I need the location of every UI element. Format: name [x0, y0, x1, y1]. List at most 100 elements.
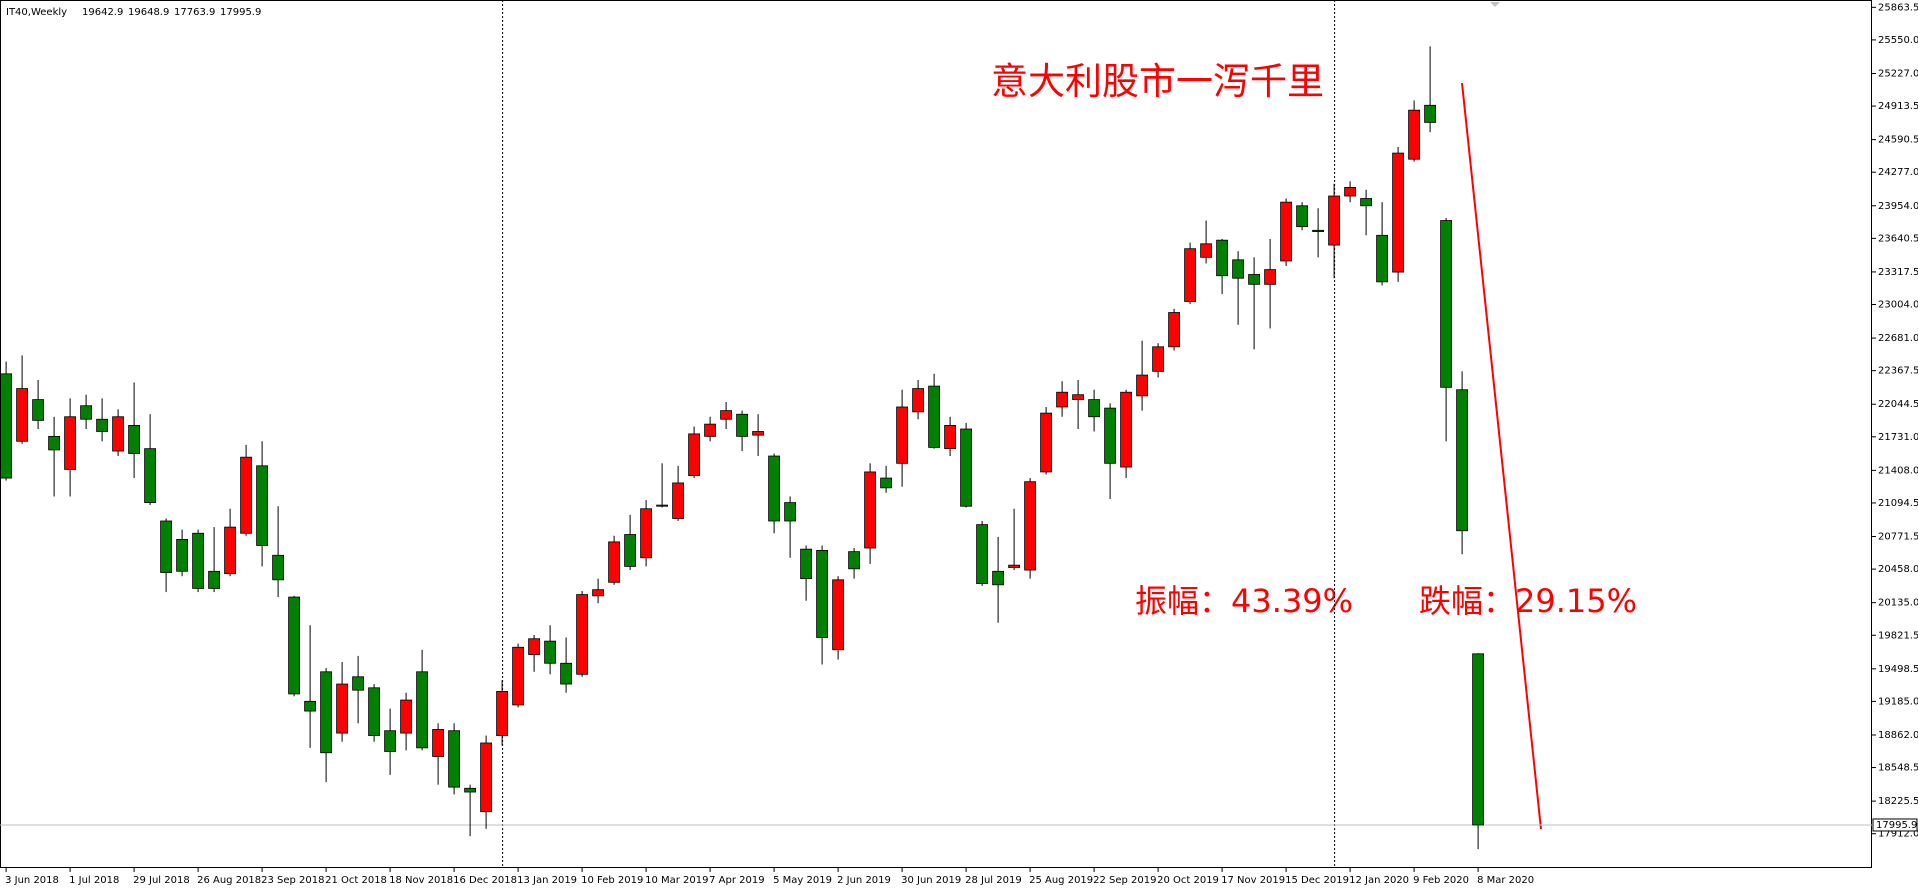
x-tick-label: 1 Jul 2018 — [69, 875, 119, 886]
header-high: 19648.9 — [128, 7, 169, 18]
candle-body — [1280, 201, 1292, 262]
candle-body — [400, 699, 413, 734]
candle-body — [320, 671, 333, 754]
candle-body — [688, 433, 700, 476]
candle-body — [432, 729, 445, 757]
candle-body — [720, 410, 732, 420]
candle-body — [1152, 346, 1164, 372]
candle-body — [1104, 407, 1116, 464]
candle-body — [880, 477, 892, 489]
candle-body — [512, 646, 524, 706]
candle-body — [1392, 152, 1404, 273]
y-tick-label: 22367.5 — [1878, 366, 1918, 377]
candle-body — [416, 671, 429, 749]
candle-body — [848, 551, 860, 570]
x-tick-label: 30 Jun 2019 — [901, 875, 961, 886]
header-close: 17995.9 — [220, 7, 261, 18]
y-tick-label: 22681.0 — [1878, 333, 1918, 344]
y-tick-label: 23954.0 — [1878, 201, 1918, 212]
header-low: 17763.9 — [174, 7, 215, 18]
shift-marker — [1490, 2, 1500, 7]
price-box — [1872, 818, 1918, 832]
candle-body — [304, 700, 317, 712]
candle-body — [1040, 412, 1052, 473]
candle-body — [608, 541, 620, 583]
x-tick-label: 7 Apr 2019 — [709, 875, 764, 886]
candle-body — [96, 418, 108, 432]
x-tick-label: 2 Jun 2019 — [837, 875, 891, 886]
candle-body — [784, 502, 796, 522]
candle-body — [1328, 195, 1340, 246]
x-tick-label: 25 Aug 2019 — [1029, 875, 1093, 886]
candle-body — [832, 579, 844, 651]
candle-body — [160, 520, 173, 573]
x-tick-label: 18 Nov 2018 — [389, 875, 453, 886]
x-tick-label: 10 Feb 2019 — [581, 875, 643, 886]
candle-body — [496, 691, 509, 736]
x-tick-label: 10 Mar 2019 — [645, 875, 708, 886]
y-tick-label: 21094.5 — [1878, 498, 1918, 509]
x-tick-label: 12 Jan 2020 — [1349, 875, 1409, 886]
candle-body — [528, 638, 540, 656]
candle-body — [992, 570, 1004, 586]
y-tick-label: 22044.5 — [1878, 399, 1918, 410]
candle-body — [1008, 564, 1020, 568]
candle-body — [224, 526, 237, 575]
y-tick-label: 18548.5 — [1878, 763, 1918, 774]
x-tick-label: 13 Jan 2019 — [517, 875, 577, 886]
y-tick-label: 25227.0 — [1878, 68, 1918, 79]
candle-body — [592, 589, 604, 597]
candle-body — [256, 465, 269, 546]
candle-body — [16, 388, 29, 442]
candle-body — [1088, 399, 1100, 418]
chart-title: IT40,Weekly — [6, 7, 67, 18]
candle-body — [896, 406, 908, 464]
x-tick-label: 5 May 2019 — [773, 875, 832, 886]
candle-body — [0, 373, 12, 479]
candle-body — [960, 428, 972, 507]
y-tick-label: 24277.0 — [1878, 167, 1918, 178]
y-tick-label: 24913.5 — [1878, 101, 1918, 112]
candle-body — [1360, 198, 1372, 207]
candle-body — [640, 508, 652, 559]
candle-body — [1136, 374, 1148, 397]
candle-body — [1456, 389, 1468, 532]
y-tick-label: 20771.5 — [1878, 532, 1918, 543]
candle-body — [1216, 239, 1228, 277]
candle-body — [272, 554, 285, 581]
y-tick-label: 23317.5 — [1878, 267, 1918, 278]
candle-body — [336, 683, 349, 734]
candle-body — [816, 549, 828, 638]
candle-body — [1248, 274, 1260, 285]
candle-body — [112, 416, 124, 452]
y-tick-label: 19498.5 — [1878, 664, 1918, 675]
candle-body — [1184, 248, 1196, 302]
candle-body — [1312, 229, 1324, 232]
candle-body — [176, 538, 189, 572]
y-tick-label: 18225.5 — [1878, 796, 1918, 807]
candle-body — [800, 548, 812, 580]
candle-body — [352, 676, 365, 691]
candle-body — [576, 594, 588, 675]
candle-body — [672, 482, 684, 519]
y-tick-label: 17912.0 — [1878, 829, 1918, 840]
candle-body — [1120, 391, 1132, 468]
candle-body — [208, 570, 221, 589]
candle-body — [1168, 312, 1180, 348]
candle-body — [64, 416, 76, 470]
candle-body — [656, 504, 668, 507]
x-tick-label: 22 Sep 2019 — [1093, 875, 1156, 886]
x-tick-label: 29 Jul 2018 — [133, 875, 190, 886]
candle-body — [560, 662, 572, 685]
candle-body — [288, 596, 301, 695]
candle-body — [48, 435, 60, 451]
header-open: 19642.9 — [82, 7, 123, 18]
candle-body — [1472, 653, 1484, 826]
candle-body — [1072, 394, 1084, 401]
trend-line — [1461, 82, 1542, 830]
candle-body — [480, 742, 493, 813]
candle-body — [368, 687, 381, 736]
candle-body — [864, 471, 876, 549]
candle-body — [704, 423, 716, 437]
candle-body — [32, 399, 44, 421]
